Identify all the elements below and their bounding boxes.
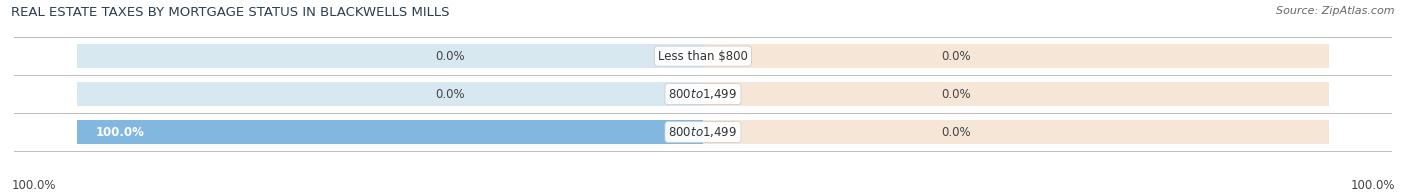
Bar	[77, 44, 703, 68]
Text: 0.0%: 0.0%	[436, 50, 465, 63]
Text: 100.0%: 100.0%	[96, 125, 145, 139]
Bar	[703, 44, 1329, 68]
Text: 0.0%: 0.0%	[436, 88, 465, 101]
Bar	[77, 120, 703, 144]
Text: $800 to $1,499: $800 to $1,499	[668, 125, 738, 139]
Text: Source: ZipAtlas.com: Source: ZipAtlas.com	[1277, 6, 1395, 16]
Bar	[703, 120, 1329, 144]
Text: REAL ESTATE TAXES BY MORTGAGE STATUS IN BLACKWELLS MILLS: REAL ESTATE TAXES BY MORTGAGE STATUS IN …	[11, 6, 450, 19]
Bar	[77, 82, 703, 106]
Text: $800 to $1,499: $800 to $1,499	[668, 87, 738, 101]
Text: 100.0%: 100.0%	[11, 179, 56, 192]
Text: 0.0%: 0.0%	[941, 50, 970, 63]
Text: 100.0%: 100.0%	[1350, 179, 1395, 192]
Bar	[703, 82, 1329, 106]
Text: 0.0%: 0.0%	[941, 125, 970, 139]
Text: Less than $800: Less than $800	[658, 50, 748, 63]
Text: 0.0%: 0.0%	[941, 88, 970, 101]
Bar	[77, 120, 703, 144]
